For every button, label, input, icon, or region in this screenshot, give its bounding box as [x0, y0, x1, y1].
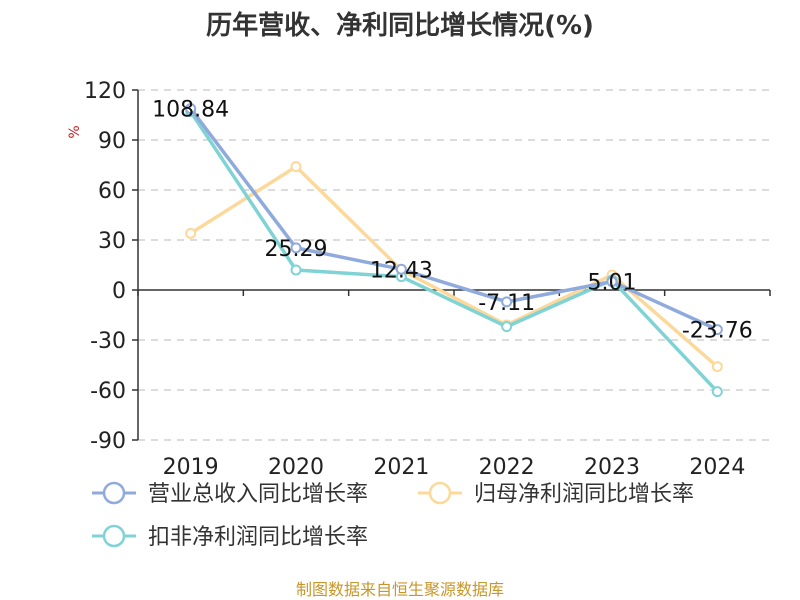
x-tick-label: 2024	[689, 455, 745, 480]
y-tick-label: 120	[84, 79, 126, 104]
data-point	[395, 263, 407, 275]
data-point	[290, 242, 302, 254]
data-point	[185, 227, 197, 239]
y-axis-unit-label: %	[67, 125, 83, 138]
data-label: 25.29	[265, 237, 328, 262]
legend-item: 归母净利润同比增长率	[418, 481, 694, 507]
x-tick-label: 2020	[268, 455, 324, 480]
data-point	[290, 264, 302, 276]
grid-lines	[138, 89, 770, 441]
y-tick-label: -60	[90, 379, 126, 404]
legend-swatch-marker	[428, 481, 452, 505]
data-label: 108.84	[152, 98, 229, 123]
x-tick-labels: 2019 2020 2021 2022 2023 2024	[163, 455, 746, 480]
series-0	[185, 103, 723, 336]
data-point	[501, 296, 513, 308]
series-line	[189, 107, 719, 332]
data-labels: 108.84 25.29 12.43 -7.11 5.01 -23.76	[152, 98, 753, 344]
legend-swatch-marker	[102, 481, 126, 505]
data-point	[185, 103, 197, 115]
legend-label: 归母净利润同比增长率	[474, 482, 694, 507]
data-label: -23.76	[682, 319, 753, 344]
y-tick-label: -90	[90, 429, 126, 454]
legend-item: 营业总收入同比增长率	[92, 481, 368, 507]
x-tick-label: 2019	[163, 455, 219, 480]
x-tick-label: 2023	[584, 455, 640, 480]
x-tick-label: 2021	[373, 455, 429, 480]
source-note: 制图数据来自恒生聚源数据库	[296, 580, 504, 599]
data-point	[290, 161, 302, 173]
data-label: -7.11	[478, 291, 535, 316]
y-tick-labels: 120 90 60 30 0 -30 -60 -90	[84, 79, 126, 454]
data-point	[606, 276, 618, 288]
chart-title: 历年营收、净利同比增长情况(%)	[206, 10, 594, 41]
data-label: 5.01	[588, 271, 637, 296]
data-label: 12.43	[370, 258, 433, 283]
series-line	[189, 164, 719, 368]
y-tick-label: 0	[112, 279, 126, 304]
data-point	[711, 386, 723, 398]
series-lines	[185, 103, 723, 398]
y-tick-label: 60	[98, 179, 126, 204]
y-tick-label: 30	[98, 229, 126, 254]
axes	[132, 89, 771, 441]
data-point	[501, 321, 513, 333]
y-tick-label: -30	[90, 329, 126, 354]
data-point	[711, 361, 723, 373]
legend-label: 营业总收入同比增长率	[148, 482, 368, 507]
legend-item: 扣非净利润同比增长率	[92, 524, 368, 550]
legend-swatch-marker	[102, 524, 126, 548]
series-line	[189, 110, 719, 393]
data-point	[711, 324, 723, 336]
legend-label: 扣非净利润同比增长率	[148, 525, 368, 550]
y-tick-label: 90	[98, 129, 126, 154]
x-tick-label: 2022	[479, 455, 535, 480]
